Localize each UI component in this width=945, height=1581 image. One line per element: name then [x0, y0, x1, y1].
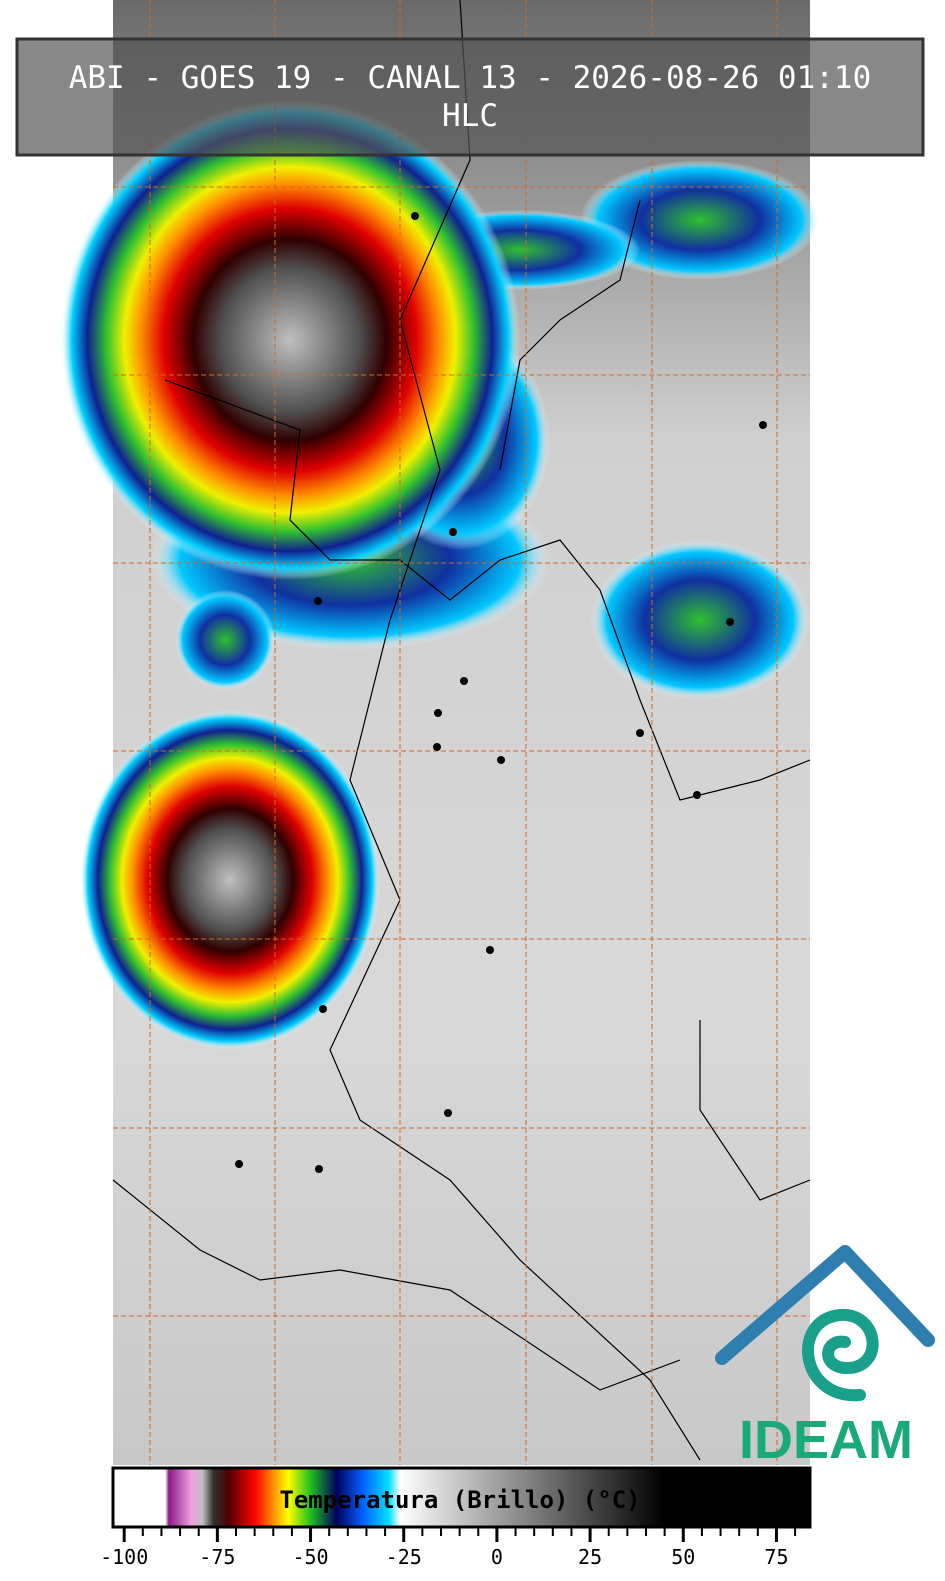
- tick-label: 50: [671, 1545, 695, 1569]
- colorbar-box: [111, 1466, 812, 1529]
- tick-label: -50: [292, 1545, 328, 1569]
- title: ABI - GOES 19 - CANAL 13 - 2026-08-26 01…: [69, 60, 872, 96]
- tick-label: 75: [764, 1545, 788, 1569]
- logo: IDEAM: [715, 1245, 935, 1470]
- grid-lines: [113, 0, 810, 1465]
- tick-label: -100: [100, 1545, 148, 1569]
- tick-label: 0: [491, 1545, 503, 1569]
- satellite-map: [60, 0, 820, 1465]
- colorbar: Temperatura (Brillo) (°C) -100 -75 -50 -25 0…: [100, 1466, 812, 1569]
- colorbar-label: Temperatura (Brillo) (°C): [279, 1486, 640, 1514]
- title-box: [15, 37, 925, 157]
- tick-label: 25: [578, 1545, 602, 1569]
- logo-text: IDEAM: [739, 1410, 913, 1470]
- tick-label: -75: [199, 1545, 235, 1569]
- subtitle: HLC: [442, 98, 498, 134]
- tick-label: -25: [386, 1545, 422, 1569]
- city-dots: [235, 212, 767, 1173]
